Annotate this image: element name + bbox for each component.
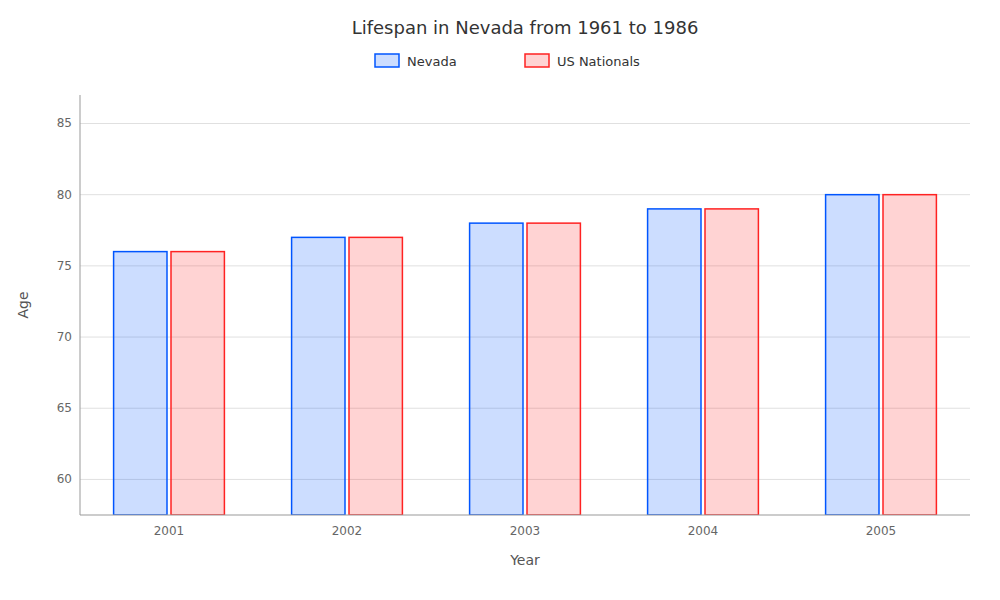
chart-container: 60 65 70 75 80 85 2001 2002 2003 2004 2005 Year Age L… <box>0 0 1000 600</box>
chart: 60 65 70 75 80 85 2001 2002 2003 2004 2005 Year Age L… <box>0 0 1000 600</box>
y-tick-label: 75 <box>57 259 72 273</box>
bar <box>470 223 523 515</box>
x-tick-label: 2003 <box>510 524 541 538</box>
title: Lifespan in Nevada from 1961 to 1986 <box>352 17 699 38</box>
legend-swatch <box>375 54 399 67</box>
bar <box>826 195 879 515</box>
bar <box>705 209 758 515</box>
y-axis-label: Age <box>15 291 31 318</box>
y-axis-line <box>80 95 81 515</box>
x-tick-label: 2002 <box>332 524 363 538</box>
x-axis-label: Year <box>509 552 540 568</box>
y-ticks: 60 65 70 75 80 85 <box>57 116 72 486</box>
x-tick-label: 2004 <box>688 524 719 538</box>
grid-line <box>80 123 970 124</box>
bars <box>114 195 937 515</box>
y-tick-label: 65 <box>57 401 72 415</box>
bar <box>171 252 224 515</box>
legend-label: Nevada <box>407 54 457 69</box>
x-axis-line <box>80 515 970 516</box>
legend: Nevada US Nationals <box>375 54 640 69</box>
bar <box>527 223 580 515</box>
y-tick-label: 60 <box>57 472 72 486</box>
y-tick-label: 70 <box>57 330 72 344</box>
bar <box>292 237 345 515</box>
legend-swatch <box>525 54 549 67</box>
y-tick-label: 85 <box>57 116 72 130</box>
x-tick-label: 2001 <box>154 524 185 538</box>
x-ticks: 2001 2002 2003 2004 2005 <box>154 524 897 538</box>
bar <box>114 252 167 515</box>
x-tick-label: 2005 <box>866 524 897 538</box>
bar <box>883 195 936 515</box>
y-tick-label: 80 <box>57 188 72 202</box>
bar <box>648 209 701 515</box>
bar <box>349 237 402 515</box>
legend-label: US Nationals <box>557 54 640 69</box>
